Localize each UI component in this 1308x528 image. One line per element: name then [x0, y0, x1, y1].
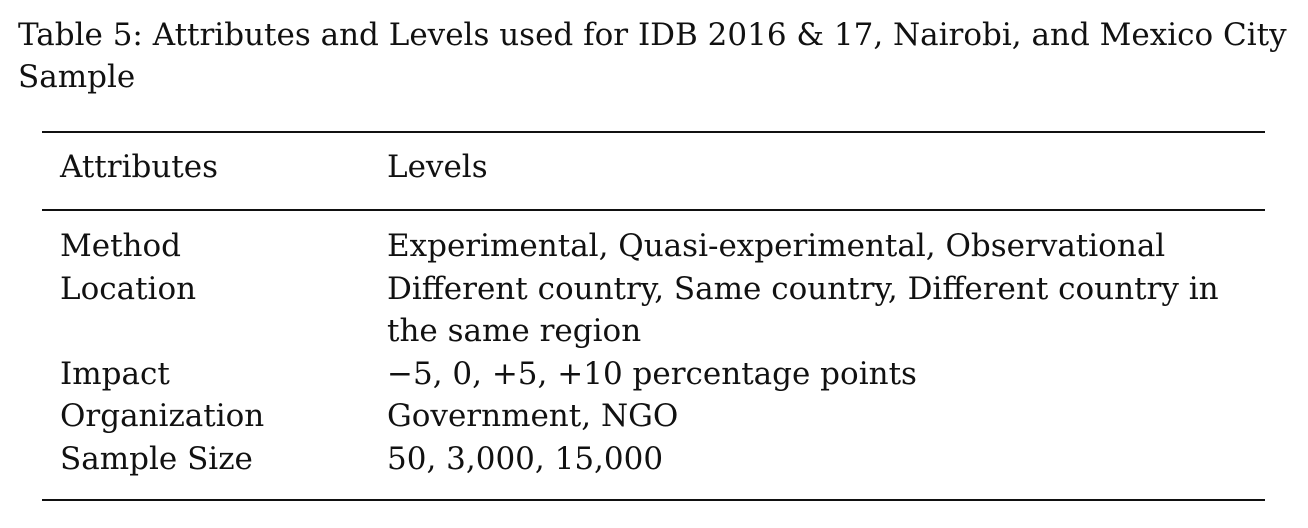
table-header-rule [42, 209, 1265, 211]
table-caption: Table 5: Attributes and Levels used for … [18, 17, 1287, 95]
row-organization-attribute: Organization [60, 398, 265, 434]
row-method-attribute: Method [60, 228, 182, 264]
row-sample-size-attribute: Sample Size [60, 441, 253, 477]
table-bottom-rule [42, 499, 1265, 501]
row-impact-levels: −5, 0, +5, +10 percentage points [387, 356, 917, 392]
row-organization-levels: Government, NGO [387, 398, 679, 434]
row-location-attribute: Location [60, 271, 197, 307]
row-method-levels: Experimental, Quasi-experimental, Observ… [387, 228, 1166, 264]
row-impact-attribute: Impact [60, 356, 170, 392]
row-location-levels: Different country, Same country, Differe… [387, 271, 1219, 349]
table-top-rule [42, 131, 1265, 133]
row-sample-size-levels: 50, 3,000, 15,000 [387, 441, 664, 477]
header-attributes: Attributes [60, 149, 219, 185]
header-levels: Levels [387, 149, 488, 185]
